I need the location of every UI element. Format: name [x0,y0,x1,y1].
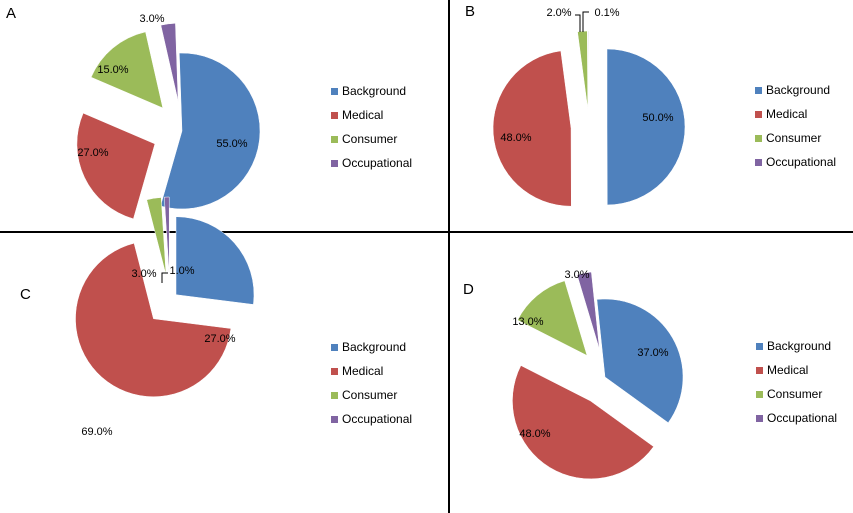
legend-label-background: Background [766,83,830,97]
leader-line-consumer [575,14,581,32]
data-label-medical: 48.0% [500,132,531,144]
legend-label-consumer: Consumer [342,388,397,402]
legend-swatch-consumer [755,135,762,142]
legend: Background Medical Consumer Occupational [756,339,837,425]
legend-label-occupational: Occupational [767,411,837,425]
legend-swatch-background [331,88,338,95]
legend-swatch-consumer [756,391,763,398]
legend-label-consumer: Consumer [342,132,397,146]
slice-occupational [576,271,600,350]
legend-swatch-background [331,344,338,351]
legend: Background Medical Consumer Occupational [755,83,836,169]
legend-label-occupational: Occupational [342,156,412,170]
legend-label-occupational: Occupational [766,155,836,169]
legend-label-consumer: Consumer [767,387,822,401]
data-label-consumer: 13.0% [512,316,543,328]
legend-swatch-occupational [756,415,763,422]
legend-label-background: Background [767,339,831,353]
data-label-background: 27.0% [204,333,235,345]
pie-chart-c: 27.0% 69.0% 3.0% 1.0% Background Medical Consu… [75,196,412,438]
data-label-consumer: 3.0% [131,268,156,280]
slice-background [596,298,684,424]
slice-consumer [146,197,167,276]
slice-occupational [160,23,179,102]
legend: Background Medical Consumer Occupational [331,340,412,426]
slice-occupational [164,196,170,276]
legend-swatch-background [755,87,762,94]
data-label-medical: 27.0% [77,147,108,159]
legend-label-medical: Medical [767,363,808,377]
legend-swatch-occupational [755,159,762,166]
slice-consumer [577,30,589,110]
legend-swatch-medical [331,112,338,119]
horizontal-divider [0,231,853,233]
data-label-medical: 69.0% [81,426,112,438]
legend-label-medical: Medical [766,107,807,121]
legend-label-background: Background [342,340,406,354]
pie-chart-b: 50.0% 48.0% 2.0% 0.1% Background Medical Consu… [492,7,836,207]
legend-label-medical: Medical [342,108,383,122]
panel-d-letter: D [463,281,474,298]
legend-swatch-background [756,343,763,350]
data-label-occupational: 0.1% [594,7,619,19]
data-label-occupational: 1.0% [169,265,194,277]
legend-swatch-medical [756,367,763,374]
pie-chart-d: 37.0% 48.0% 13.0% 3.0% Background Medical Cons… [512,269,837,480]
slice-background [606,48,686,206]
data-label-background: 50.0% [642,112,673,124]
slice-medical [76,112,156,220]
legend-swatch-consumer [331,136,338,143]
data-label-consumer: 15.0% [97,64,128,76]
data-label-occupational: 3.0% [564,269,589,281]
legend-label-background: Background [342,84,406,98]
legend-swatch-occupational [331,416,338,423]
leader-line-occupational [161,272,168,283]
vertical-divider [448,0,450,513]
legend-swatch-occupational [331,160,338,167]
pie-chart-a: 55.0% 27.0% 15.0% 3.0% Background Medical Cons… [76,13,412,220]
slice-consumer [517,280,588,356]
slice-medical [512,365,654,480]
data-label-background: 55.0% [216,138,247,150]
slice-consumer [90,31,164,109]
data-label-background: 37.0% [637,347,668,359]
panel-b-letter: B [465,3,476,20]
legend-swatch-consumer [331,392,338,399]
data-label-consumer: 2.0% [546,7,571,19]
leader-line-occupational [582,11,589,32]
panel-c-letter: C [20,286,31,303]
legend-label-consumer: Consumer [766,131,821,145]
legend-label-medical: Medical [342,364,383,378]
legend-label-occupational: Occupational [342,412,412,426]
legend: Background Medical Consumer Occupational [331,84,412,170]
legend-swatch-medical [331,368,338,375]
data-label-medical: 48.0% [519,428,550,440]
slice-background [175,216,255,305]
slice-medical [492,50,572,207]
panel-a-letter: A [6,5,17,22]
slice-medical [75,242,232,397]
slice-background [160,52,261,210]
legend-swatch-medical [755,111,762,118]
data-label-occupational: 3.0% [139,13,164,25]
